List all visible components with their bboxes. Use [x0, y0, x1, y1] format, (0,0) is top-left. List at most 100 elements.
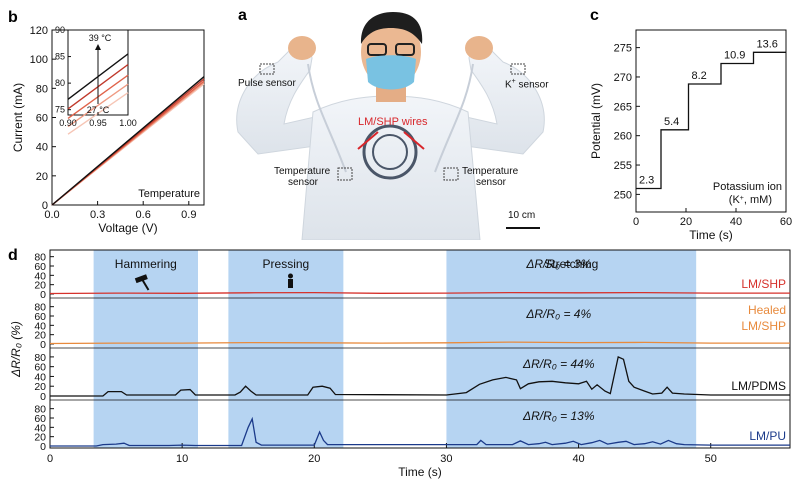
temp-sensor-right-box	[443, 167, 459, 181]
b-legend-text: Temperature	[138, 188, 200, 200]
d-ytick-label: 20	[34, 432, 46, 444]
person-icon	[288, 273, 293, 279]
b-series-line	[51, 76, 205, 206]
d-ytick-label: 60	[34, 362, 46, 374]
d-shaded-region	[446, 250, 697, 448]
d-region-label: Hammering	[115, 257, 177, 271]
pulse-sensor-label: Pulse sensor	[238, 78, 296, 89]
d-ytick-label: 40	[34, 371, 46, 383]
c-xtick-label: 40	[730, 216, 742, 228]
k-sensor-label-k: K	[505, 79, 512, 91]
d-ytick-label: 0	[40, 391, 46, 403]
temp-left-label-2: sensor	[288, 177, 319, 188]
glasses-right	[395, 43, 415, 56]
d-series-line	[49, 291, 790, 295]
c-legend-line2-pre: (K	[729, 194, 741, 206]
b-inset-xtick-label: 1.00	[119, 118, 137, 128]
c-step-label: 8.2	[692, 70, 707, 82]
c-ylabel: Potential (mV)	[589, 83, 603, 159]
c-step-label: 10.9	[724, 49, 745, 61]
b-inset-line	[67, 83, 129, 128]
k-sensor-label: K+ sensor	[505, 78, 549, 90]
arrow-left	[357, 131, 379, 150]
c-ytick-label: 255	[614, 160, 632, 172]
panel-b-chart: 0 20 40 60 80 100 120 0.0 0.3 0.6 0.9 Voltage (V) Cu…	[11, 25, 205, 235]
face-mask	[366, 55, 416, 90]
b-inset-xtick-label: 0.95	[89, 118, 107, 128]
d-xtick-label: 30	[440, 453, 452, 465]
d-ytick-label: 60	[34, 261, 46, 273]
d-series-name-line2: LM/SHP	[741, 319, 786, 333]
c-step-label: 13.6	[757, 38, 778, 50]
c-ytick-label: 250	[614, 189, 632, 201]
b-inset-ytick-label: 75	[55, 105, 65, 115]
b-inset-arrowhead	[95, 44, 101, 50]
d-xtick-label: 50	[705, 453, 717, 465]
d-ytick-label: 0	[40, 339, 46, 351]
d-xtick-label: 10	[176, 453, 188, 465]
d-series-line	[50, 416, 790, 447]
d-series-name: LM/PDMS	[731, 379, 786, 393]
c-legend-line2: (K+, mM)	[729, 194, 772, 206]
d-series-name: LM/PU	[749, 429, 786, 443]
b-ytick-label: 40	[36, 142, 48, 154]
k-sensor-box	[510, 63, 526, 75]
c-xtick-label: 20	[680, 216, 692, 228]
b-ytick-label: 100	[30, 54, 48, 66]
d-ytick-label: 80	[34, 404, 46, 416]
scale-bar-label: 10 cm	[508, 210, 536, 221]
d-series-annotation: ΔR/R₀ = 13%	[522, 409, 595, 423]
glasses-left	[367, 43, 387, 56]
pulse-sensor-box	[259, 63, 275, 75]
d-series-annotation: ΔR/R₀ = 3%	[525, 257, 591, 271]
c-xlabel: Time (s)	[689, 228, 733, 242]
b-xlabel: Voltage (V)	[98, 221, 157, 235]
k-sensor-label-sup: +	[511, 78, 516, 85]
temp-right-label-2: sensor	[476, 177, 507, 188]
arrow-right	[403, 131, 425, 150]
d-axes-frame	[49, 249, 791, 449]
b-inset-label-low: 27 °C	[87, 105, 110, 115]
b-inset-ytick-label: 85	[55, 52, 65, 62]
d-ytick-label: 0	[40, 289, 46, 301]
d-xtick-label: 0	[47, 453, 53, 465]
b-inset-label-high: 39 °C	[89, 33, 112, 43]
d-xtick-label: 40	[572, 453, 584, 465]
temp-right-label-1: Temperature	[462, 166, 519, 177]
d-ytick-label: 80	[34, 352, 46, 364]
b-ytick-label: 60	[36, 113, 48, 125]
d-series-line	[50, 355, 790, 397]
b-inset-ytick-label: 80	[55, 78, 65, 88]
b-ytick-label: 80	[36, 83, 48, 95]
d-ytick-label: 80	[34, 302, 46, 314]
wire-right	[434, 63, 474, 173]
d-ytick-label: 80	[34, 252, 46, 264]
b-ytick-label: 0	[42, 200, 48, 212]
c-legend-line1: Potassium ion	[713, 181, 782, 193]
d-ytick-label: 40	[34, 270, 46, 282]
hammer-icon	[134, 274, 148, 284]
temp-left-label-1: Temperature	[274, 166, 331, 177]
c-ytick-label: 270	[614, 72, 632, 84]
d-ytick-label: 0	[40, 441, 46, 453]
c-ytick-label: 265	[614, 101, 632, 113]
d-series-name: LM/SHP	[741, 277, 786, 291]
person-illustration	[236, 12, 545, 240]
c-axes-frame	[635, 29, 787, 213]
shirt-emblem-inner	[372, 134, 408, 170]
b-inset-xtick-label: 0.90	[59, 118, 77, 128]
k-sensor-label-suffix: sensor	[515, 79, 549, 91]
c-legend-line2-sup: +	[740, 195, 744, 202]
d-series-name-line1: Healed	[748, 303, 786, 317]
b-ytick-label: 20	[36, 171, 48, 183]
d-shaded-region	[93, 250, 198, 448]
c-step-label: 5.4	[664, 116, 679, 128]
d-ytick-label: 40	[34, 422, 46, 434]
panel-letter-a: a	[238, 7, 247, 24]
b-inset-ytick-label: 90	[55, 25, 65, 35]
d-ylabel: ΔR/R₀ (%)	[9, 321, 23, 378]
d-region-label: Stretching	[544, 257, 598, 271]
b-ylabel: Current (mA)	[11, 83, 25, 152]
